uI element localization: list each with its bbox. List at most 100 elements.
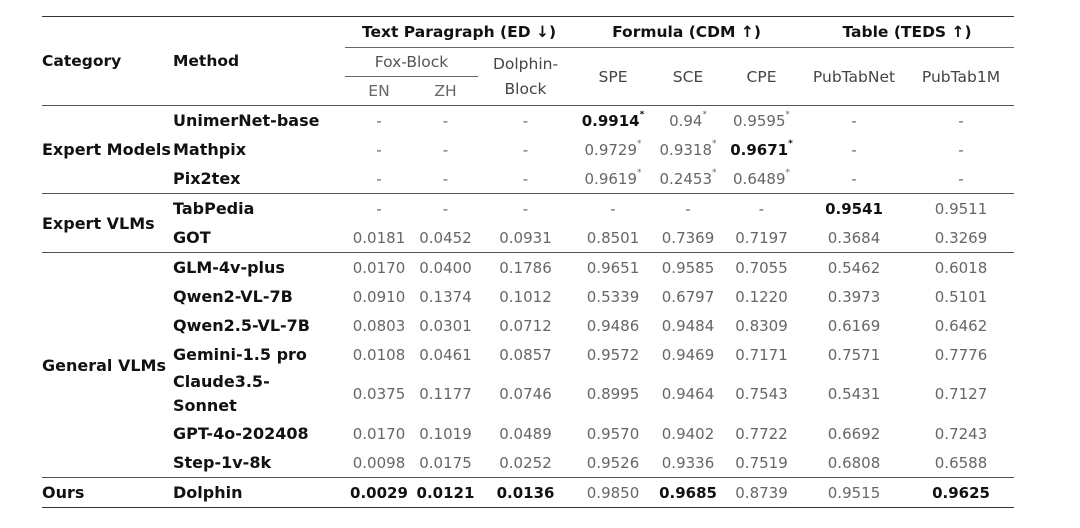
value-text: - (851, 140, 857, 159)
value-text: 0.9484 (661, 316, 715, 335)
method-name: GOT (173, 228, 211, 247)
value-cell: 0.0121 (413, 478, 478, 508)
value-text: 0.7243 (934, 424, 988, 443)
results-table-body: Expert Models UnimerNet-base - - -0.9914* 0.9… (42, 105, 1015, 508)
value-text: 0.94 (669, 111, 703, 130)
value-text: 0.7519 (735, 453, 788, 472)
value-cell: 0.7171 (723, 340, 800, 369)
value-text: 0.0375 (352, 385, 406, 403)
value-text: 0.0857 (499, 345, 552, 364)
method-name: Gemini-1.5 pro (173, 345, 307, 364)
value-text: - (442, 199, 449, 218)
value-cell: - (413, 106, 478, 136)
asterisk-mark: * (637, 167, 642, 178)
value-text: 0.9572 (586, 345, 640, 364)
value-cell: - (345, 135, 413, 164)
table-row: Qwen2-VL-7B 0.0910 0.1374 0.1012 0.5339 0.679… (42, 282, 1014, 311)
value-cell: - (478, 106, 573, 136)
value-cell: 0.0931 (478, 223, 573, 253)
value-text: 0.7776 (934, 345, 988, 364)
value-cell: 0.0181 (345, 223, 413, 253)
method-name: Claude3.5-Sonnet (173, 372, 270, 415)
value-text: 0.9469 (661, 345, 715, 364)
value-text: 0.8309 (735, 316, 788, 335)
value-cell: 0.8995 (573, 369, 653, 419)
value-cell: 0.7519 (723, 448, 800, 478)
value-text: 0.6489 (733, 169, 786, 188)
value-text: 0.0301 (419, 316, 472, 335)
value-text: - (610, 199, 616, 218)
value-text: - (522, 111, 529, 130)
value-text: - (376, 111, 382, 130)
value-cell: 0.9318* (653, 135, 723, 164)
asterisk-mark: * (639, 109, 645, 120)
category-general-vlms: General VLMs (42, 355, 166, 375)
value-cell: 0.9585 (653, 253, 723, 283)
value-cell: 0.2453* (653, 164, 723, 194)
value-text: 0.7127 (934, 385, 988, 403)
value-text: 0.6808 (827, 453, 881, 472)
value-text: - (522, 140, 529, 159)
value-text: 0.7197 (735, 228, 788, 247)
value-cell: 0.0375 (345, 369, 413, 419)
table-row: Claude3.5-Sonnet 0.0375 0.1177 0.0746 0.8995… (42, 369, 1014, 419)
value-cell: 0.9515 (800, 478, 908, 508)
value-text: 0.7722 (735, 424, 788, 443)
value-text: 0.9671 (730, 140, 789, 159)
value-cell: 0.0461 (413, 340, 478, 369)
value-cell: 0.0252 (478, 448, 573, 478)
value-text: 0.9526 (586, 453, 640, 472)
value-cell: - (908, 106, 1014, 136)
value-cell: 0.9484 (653, 311, 723, 340)
method-name: UnimerNet-base (173, 111, 320, 130)
value-text: 0.9651 (586, 258, 640, 277)
value-cell: 0.9619* (573, 164, 653, 194)
results-table-container: Category Method Text Paragraph (ED ↓) Fo… (42, 16, 1015, 508)
header-en: EN (368, 82, 390, 100)
value-cell: - (413, 194, 478, 224)
value-text: 0.0181 (352, 228, 406, 247)
value-text: 0.9729 (584, 140, 638, 159)
value-cell: 0.0170 (345, 253, 413, 283)
value-cell: 0.3684 (800, 223, 908, 253)
value-text: 0.0170 (352, 258, 406, 277)
value-text: 0.0029 (350, 483, 408, 502)
value-cell: 0.9336 (653, 448, 723, 478)
value-text: 0.9486 (586, 316, 640, 335)
value-text: 0.0746 (499, 385, 552, 403)
value-text: - (376, 140, 382, 159)
value-cell: 0.9572 (573, 340, 653, 369)
value-cell: 0.6462 (908, 311, 1014, 340)
value-cell: 0.6692 (800, 419, 908, 448)
value-cell: - (800, 106, 908, 136)
value-cell: - (345, 194, 413, 224)
value-cell: 0.6489* (723, 164, 800, 194)
method-name: Pix2tex (173, 169, 241, 188)
value-text: 0.0108 (352, 345, 406, 364)
header-dolphin-block: Dolphin-Block (478, 48, 573, 106)
value-text: 0.7369 (661, 228, 715, 247)
value-cell: 0.0029 (345, 478, 413, 508)
value-text: 0.9625 (932, 483, 990, 502)
value-cell: 0.0301 (413, 311, 478, 340)
method-name: Qwen2.5-VL-7B (173, 316, 310, 335)
method-name: GPT-4o-202408 (173, 424, 309, 443)
table-row: GPT-4o-202408 0.0170 0.1019 0.0489 0.9570 0.9… (42, 419, 1014, 448)
table-row: Gemini-1.5 pro 0.0108 0.0461 0.0857 0.9572 0.… (42, 340, 1014, 369)
value-cell: 0.0136 (478, 478, 573, 508)
value-text: 0.0461 (419, 345, 472, 364)
value-text: 0.7571 (827, 345, 881, 364)
value-text: 0.0452 (419, 228, 472, 247)
value-cell: 0.0400 (413, 253, 478, 283)
value-cell: 0.1374 (413, 282, 478, 311)
value-text: 0.7055 (735, 258, 788, 277)
value-cell: 0.3973 (800, 282, 908, 311)
value-cell: 0.1220 (723, 282, 800, 311)
value-cell: 0.1019 (413, 419, 478, 448)
value-cell: 0.9914* (573, 106, 653, 136)
value-text: 0.9850 (586, 483, 640, 502)
asterisk-mark: * (788, 138, 793, 149)
value-text: 0.0136 (496, 483, 555, 502)
header-sce: SCE (672, 67, 704, 86)
value-text: 0.9585 (661, 258, 715, 277)
